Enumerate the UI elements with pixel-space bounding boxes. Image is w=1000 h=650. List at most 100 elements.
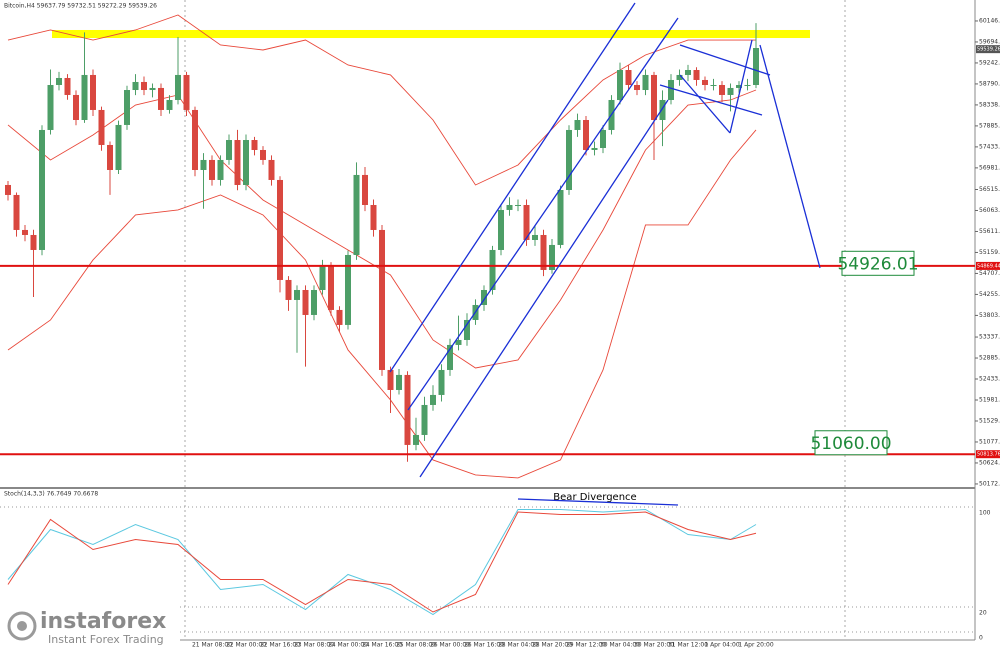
bollinger-band	[7, 89, 757, 369]
candle-body	[319, 264, 326, 290]
y-tick-label: 60146.40	[979, 17, 1000, 24]
y-tick-label: 59242.20	[979, 59, 1000, 66]
level-label-box	[976, 261, 1000, 270]
candle-body	[328, 264, 334, 310]
x-tick-label: 26 Mar 16:00	[464, 642, 504, 649]
y-tick-label: 54707.50	[979, 270, 1000, 277]
candle-body	[268, 159, 275, 180]
level-label: 54869.44	[977, 263, 1000, 269]
candle-body	[73, 94, 79, 120]
candle-body	[727, 87, 734, 95]
y-tick-label: 50172.80	[979, 480, 1000, 487]
target-box	[841, 250, 915, 276]
candle-body	[549, 244, 555, 270]
candle-body	[736, 84, 742, 88]
logo-icon	[7, 611, 37, 641]
resistance-zone	[52, 29, 810, 39]
candle-body	[132, 81, 139, 91]
candle-body	[370, 204, 377, 230]
candle-body	[532, 234, 538, 240]
channel-line	[389, 2, 636, 373]
candle-body	[47, 84, 54, 130]
x-tick-label: 30 Mar 20:00	[634, 642, 674, 649]
candle-body	[311, 289, 317, 315]
candle-body	[22, 229, 28, 235]
candle-body	[39, 129, 45, 250]
divergence-line	[517, 498, 679, 506]
x-tick-label: 24 Mar 16:00	[362, 642, 402, 649]
y-tick-label: 58338.00	[979, 101, 1000, 108]
candle-body	[625, 70, 632, 85]
candle-body	[115, 124, 122, 170]
y-tick-label: 56981.70	[979, 164, 1000, 171]
y-tick-label: 59694.30	[979, 38, 1000, 45]
candle-body	[753, 47, 759, 85]
candle-body	[591, 147, 598, 150]
x-tick-label: 26 Mar 00:00	[430, 642, 470, 649]
candle-body	[396, 374, 402, 390]
candle-body	[302, 289, 309, 315]
bollinger-band	[7, 14, 756, 186]
candle-body	[336, 309, 343, 325]
wedge-line	[729, 39, 753, 134]
x-tick-label: 28 Mar 20:00	[532, 642, 572, 649]
y-tick-label: 52885.40	[979, 355, 1000, 362]
y-tick-label: 51529.10	[979, 417, 1000, 424]
x-tick-label: 1 Apr 20:00	[738, 642, 773, 649]
candle-body	[209, 159, 215, 180]
candle-body	[566, 129, 572, 191]
channel-line	[407, 17, 679, 411]
y-tick-label: 57885.90	[979, 122, 1000, 129]
wedge-line	[659, 84, 763, 116]
candle-body	[90, 74, 96, 110]
x-tick-label: 22 Mar 00:00	[226, 642, 266, 649]
price-panel: 60146.40 59694.30 59242.20 58790.10 58338.00…	[0, 14, 1000, 649]
y-tick-label: 100	[979, 510, 991, 517]
candle-body	[124, 90, 130, 125]
candle-body	[345, 254, 351, 325]
candle-body	[362, 174, 368, 205]
candle-body	[217, 159, 224, 180]
candle-body	[141, 81, 147, 91]
candle-body	[13, 194, 20, 230]
candle-body	[523, 204, 530, 240]
candle-body	[583, 119, 589, 150]
x-tick-label: 1 Apr 04:00	[704, 642, 739, 649]
candle-body	[693, 70, 700, 80]
candle-body	[438, 369, 445, 395]
y-tick-label: 55611.70	[979, 228, 1000, 235]
annotation: Bear Divergence	[553, 492, 636, 503]
candle-body	[719, 84, 725, 95]
candle-body	[744, 84, 751, 86]
candle-body	[166, 99, 173, 110]
x-tick-label: 22 Mar 16:00	[260, 642, 300, 649]
candle-body	[149, 87, 156, 91]
y-tick-label: 0	[979, 635, 983, 642]
candle-body	[685, 70, 691, 75]
target-label: 54926.01	[837, 254, 918, 274]
logo-icon	[17, 621, 27, 631]
x-tick-label: 31 Mar 12:00	[668, 642, 708, 649]
candle-body	[56, 77, 62, 85]
x-tick-label: 24 Mar 00:00	[328, 642, 368, 649]
y-tick-label: 55159.60	[979, 249, 1000, 256]
logo-tagline: Instant Forex Trading	[48, 633, 164, 646]
last-price-label: 59539.26	[977, 47, 1000, 53]
candle-body	[455, 339, 462, 345]
candle-body	[557, 190, 564, 245]
candle-body	[498, 209, 504, 250]
candle-body	[387, 369, 394, 390]
candle-body	[515, 204, 521, 206]
chart-title: Bitcoin,H4 59637.79 59732.51 59272.29 59…	[4, 3, 157, 10]
y-tick-label: 57433.80	[979, 143, 1000, 150]
candle-body	[600, 129, 606, 148]
logo-brand: instaforex	[40, 609, 166, 634]
candle-body	[659, 99, 666, 120]
candle-body	[379, 229, 385, 370]
last-price-box	[976, 45, 1000, 54]
y-tick-label: 56515.90	[979, 186, 1000, 193]
candle-body	[464, 319, 470, 340]
candle-body	[226, 140, 232, 160]
